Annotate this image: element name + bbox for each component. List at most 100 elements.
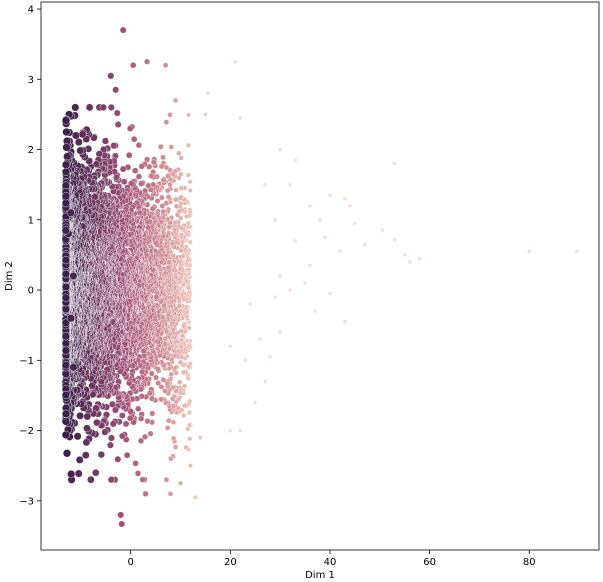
scatter-point [160, 208, 167, 215]
scatter-point [160, 154, 166, 161]
scatter-point [178, 155, 184, 161]
scatter-point [122, 420, 130, 428]
scatter-point [181, 412, 187, 419]
scatter-point [164, 173, 171, 180]
scatter-point [163, 200, 170, 207]
scatter-point [114, 121, 122, 128]
scatter-point [85, 103, 94, 112]
scatter-point [185, 284, 191, 290]
scatter-point [149, 205, 156, 212]
scatter-point [76, 411, 85, 420]
scatter-point [185, 142, 191, 148]
scatter-point [137, 437, 145, 444]
scatter-point [63, 152, 72, 161]
scatter-point [173, 203, 180, 209]
scatter-point [162, 388, 168, 394]
scatter-point [107, 103, 115, 111]
scatter-point [138, 163, 145, 170]
scatter-point [138, 180, 145, 187]
scatter-point [185, 426, 191, 432]
scatter-point [149, 410, 156, 417]
scatter-point [146, 390, 153, 397]
scatter-point [61, 361, 71, 370]
scatter-point [153, 294, 160, 300]
scatter-point [131, 167, 139, 174]
scatter-point [107, 434, 116, 442]
scatter-point [74, 138, 83, 147]
scatter-point [87, 475, 95, 484]
scatter-point [148, 370, 155, 377]
scatter-point [97, 450, 105, 459]
scatter-point [135, 405, 142, 412]
scatter-point [186, 364, 192, 370]
scatter-point [75, 455, 84, 464]
scatter-point [61, 256, 71, 265]
scatter-point [62, 127, 71, 137]
scatter-point [139, 476, 146, 483]
scatter-point [109, 420, 117, 428]
scatter-point [61, 417, 71, 426]
scatter-point [123, 451, 131, 459]
scatter-point [130, 135, 138, 143]
scatter-point [154, 198, 161, 204]
scatter-point [166, 224, 172, 230]
scatter-point [159, 203, 166, 209]
scatter-point [170, 419, 177, 425]
scatter-point [71, 103, 80, 112]
scatter-point [185, 112, 192, 118]
scatter-point [110, 142, 118, 150]
scatter-point [187, 436, 193, 442]
scatter-point [168, 371, 175, 378]
scatter-point [93, 418, 101, 427]
scatter-point [101, 137, 110, 145]
scatter-point [170, 435, 177, 442]
scatter-point [174, 212, 181, 218]
scatter-point [157, 143, 164, 150]
scatter-point [62, 143, 71, 152]
scatter-point [73, 432, 82, 441]
scatter-point [61, 339, 71, 348]
scatter-point [67, 470, 76, 479]
scatter-point [177, 379, 183, 385]
scatter-point [78, 130, 87, 139]
scatter-point [126, 125, 134, 132]
scatter-point [148, 395, 155, 402]
scatter-point [186, 409, 192, 416]
scatter-point [83, 424, 91, 433]
scatter-point [163, 476, 170, 483]
scatter-point [158, 396, 164, 403]
scatter-point [106, 441, 114, 449]
scatter-point [135, 142, 143, 149]
scatter-point [144, 418, 151, 425]
scatter-point [147, 430, 154, 437]
scatter-point [145, 182, 152, 189]
scatter-point [180, 369, 187, 376]
scatter-point [163, 119, 170, 126]
scatter-point [61, 192, 71, 201]
scatter-point [107, 476, 115, 484]
scatter-point [183, 213, 190, 219]
scatter-point [132, 460, 139, 467]
scatter-point [178, 248, 184, 254]
scatter-point [167, 112, 173, 118]
scatter-point [167, 455, 174, 462]
scatter-point [164, 424, 171, 431]
scatter-point [166, 418, 172, 424]
scatter-point [160, 376, 167, 383]
scatter-point [61, 269, 71, 279]
scatter-point [187, 239, 193, 245]
scatter-point [173, 187, 179, 193]
scatter-point [61, 116, 71, 125]
scatter-point [61, 332, 71, 341]
scatter-point [172, 196, 179, 203]
scatter-point [62, 449, 72, 458]
scatter-point [126, 415, 134, 422]
scatter-point [137, 415, 145, 422]
scatter-point [118, 412, 126, 419]
scatter-point [169, 396, 176, 402]
scatter-point [172, 444, 179, 450]
scatter-point [125, 151, 133, 159]
scatter-point [168, 144, 175, 150]
scatter-point [119, 165, 127, 173]
